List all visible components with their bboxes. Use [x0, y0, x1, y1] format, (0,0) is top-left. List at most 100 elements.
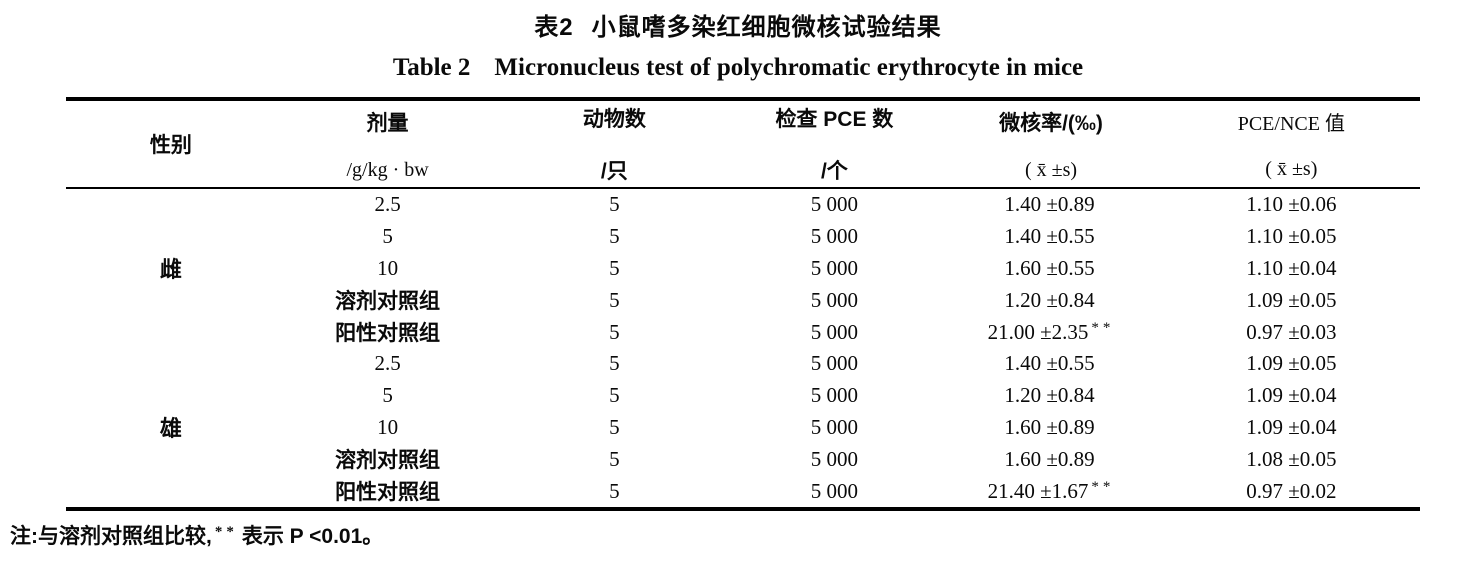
cell-gender-male: 雄 [159, 416, 182, 442]
cell-animals: 5 [609, 351, 620, 376]
cell-pce: 5 000 [810, 287, 858, 312]
cell-dose: 5 [382, 383, 393, 408]
table-row: 溶剂对照组 5 5 000 1.20 ±0.84 1.09 ±0.05 [66, 284, 1420, 316]
header-micronucleus-rate: 微核率/(‰) ( x̄ ±s) [939, 99, 1163, 189]
table-row: 阳性对照组 5 5 000 21.00 ±2.35 ** 0.97 ±0.03 [66, 316, 1420, 348]
table-row: 10 5 5 000 1.60 ±0.89 1.09 ±0.04 [66, 412, 1420, 444]
footnote-prefix: 注:与溶剂对照组比较, [10, 525, 212, 548]
header-gender-label: 性别 [149, 134, 192, 157]
cell-micronucleus-rate: 1.40 ±0.55 [939, 221, 1162, 253]
mn-value: 1.40 ±0.89 [1004, 192, 1095, 217]
cell-pce: 5 000 [810, 224, 858, 249]
table-row: 阳性对照组 5 5 000 21.40 ±1.67 ** 0.97 ±0.02 [66, 475, 1420, 509]
table-row: 雄 2.5 5 5 000 1.40 ±0.55 1.09 ±0.05 [66, 348, 1420, 441]
table-row: 5 5 5 000 1.40 ±0.55 1.10 ±0.05 [66, 221, 1420, 253]
mn-value: 21.00 ±2.35 [987, 319, 1089, 344]
cell-pce: 5 000 [810, 446, 858, 471]
header-pce-title: 检查 PCE 数 [775, 108, 894, 131]
mn-value: 1.60 ±0.55 [1004, 255, 1095, 280]
cell-animals: 5 [609, 478, 620, 503]
table-title-en: Table 2 Micronucleus test of polychromati… [0, 54, 1476, 82]
cell-micronucleus-rate: 1.20 ±0.84 [939, 380, 1162, 412]
mn-value: 1.40 ±0.55 [1004, 351, 1095, 376]
header-pce-nce-ratio: PCE/NCE 值 ( x̄ ±s) [1162, 99, 1420, 189]
mn-value: 1.60 ±0.89 [1004, 414, 1095, 439]
cell-micronucleus-rate: 21.00 ±2.35 ** [939, 316, 1162, 348]
cell-gender-female: 雌 [159, 257, 182, 283]
cell-pce: 5 000 [810, 383, 858, 408]
mn-value: 1.20 ±0.84 [1004, 383, 1095, 408]
cell-pce-nce-ratio: 1.09 ±0.04 [1246, 383, 1337, 408]
cell-pce-nce-ratio: 1.09 ±0.04 [1246, 414, 1337, 439]
cell-animals: 5 [609, 192, 620, 217]
cell-pce: 5 000 [810, 351, 858, 376]
cell-pce-nce-ratio: 0.97 ±0.03 [1246, 319, 1337, 344]
cell-micronucleus-rate: 21.40 ±1.67 ** [939, 475, 1162, 509]
cell-pce-nce-ratio: 1.10 ±0.04 [1246, 255, 1337, 280]
cell-dose: 阳性对照组 [335, 481, 441, 505]
cell-dose: 10 [377, 255, 399, 280]
mn-value: 1.60 ±0.89 [1004, 446, 1095, 471]
table-row: 溶剂对照组 5 5 000 1.60 ±0.89 1.08 ±0.05 [66, 443, 1420, 475]
cell-dose: 阳性对照组 [335, 322, 441, 346]
table-title-zh: 表2 小鼠嗜多染红细胞微核试验结果 [0, 7, 1476, 42]
header-animals: 动物数 /只 [499, 99, 730, 189]
cell-dose: 溶剂对照组 [335, 449, 441, 473]
header-pce-nce-ratio-title: PCE/NCE 值 [1237, 113, 1345, 135]
table-row: 5 5 5 000 1.20 ±0.84 1.09 ±0.04 [66, 380, 1420, 412]
cell-animals: 5 [609, 224, 620, 249]
table-header: 性别 剂量 /g/kg · bw 动物数 /只 检查 PCE [66, 99, 1420, 189]
table-title-en-text: Micronucleus test of polychromatic eryth… [494, 54, 1084, 81]
cell-pce-nce-ratio: 1.10 ±0.06 [1246, 192, 1337, 217]
significance-mark: ** [214, 524, 238, 540]
header-gender: 性别 [66, 99, 276, 189]
mn-value: 1.40 ±0.55 [1004, 224, 1095, 249]
cell-dose: 5 [382, 224, 393, 249]
cell-pce: 5 000 [810, 192, 858, 217]
cell-dose: 溶剂对照组 [335, 290, 441, 314]
table-body: 雌 2.5 5 5 000 1.40 ±0.89 1.10 ±0.06 5 5 … [66, 188, 1420, 509]
significance-mark: ** [1091, 319, 1115, 336]
cell-pce: 5 000 [810, 319, 858, 344]
cell-pce: 5 000 [810, 255, 858, 280]
header-pce-unit: /个 [820, 160, 848, 183]
mn-value: 1.20 ±0.84 [1004, 287, 1095, 312]
significance-mark: ** [1091, 478, 1115, 495]
cell-pce-nce-ratio: 0.97 ±0.02 [1246, 478, 1337, 503]
header-animals-unit: /只 [600, 160, 628, 183]
results-table-container: 性别 剂量 /g/kg · bw 动物数 /只 检查 PCE [66, 97, 1420, 511]
footnote-suffix: 表示 P <0.01。 [241, 525, 384, 548]
cell-animals: 5 [609, 287, 620, 312]
header-micronucleus-rate-stat: ( x̄ ±s) [1024, 158, 1078, 181]
header-micronucleus-rate-title: 微核率/(‰) [999, 111, 1103, 135]
table-footnote: 注:与溶剂对照组比较, ** 表示 P <0.01。 [10, 520, 383, 550]
header-dose-title: 剂量 [366, 111, 409, 135]
table-title-en-label: Table 2 [392, 54, 471, 81]
table-row: 10 5 5 000 1.60 ±0.55 1.10 ±0.04 [66, 253, 1420, 285]
cell-dose: 2.5 [374, 192, 401, 217]
cell-pce: 5 000 [810, 478, 858, 503]
cell-dose: 10 [377, 414, 399, 439]
cell-pce-nce-ratio: 1.08 ±0.05 [1246, 446, 1337, 471]
cell-animals: 5 [609, 414, 620, 439]
cell-pce-nce-ratio: 1.10 ±0.05 [1246, 224, 1337, 249]
header-dose: 剂量 /g/kg · bw [275, 99, 500, 189]
cell-animals: 5 [609, 319, 620, 344]
cell-pce-nce-ratio: 1.09 ±0.05 [1246, 287, 1337, 312]
header-row: 性别 剂量 /g/kg · bw 动物数 /只 检查 PCE [66, 99, 1420, 189]
table-title-zh-label: 表2 [534, 14, 574, 41]
cell-micronucleus-rate: 1.60 ±0.89 [939, 412, 1162, 444]
header-pce: 检查 PCE 数 /个 [729, 99, 940, 189]
cell-animals: 5 [609, 383, 620, 408]
cell-pce-nce-ratio: 1.09 ±0.05 [1246, 351, 1337, 376]
cell-micronucleus-rate: 1.40 ±0.55 [939, 348, 1162, 380]
cell-micronucleus-rate: 1.60 ±0.89 [939, 443, 1162, 475]
mn-value: 21.40 ±1.67 [987, 478, 1089, 503]
cell-animals: 5 [609, 446, 620, 471]
table-title-zh-text: 小鼠嗜多染红细胞微核试验结果 [591, 14, 942, 41]
cell-animals: 5 [609, 255, 620, 280]
header-animals-title: 动物数 [582, 108, 646, 131]
results-table: 性别 剂量 /g/kg · bw 动物数 /只 检查 PCE [66, 97, 1420, 511]
cell-pce: 5 000 [810, 414, 858, 439]
cell-dose: 2.5 [374, 351, 401, 376]
